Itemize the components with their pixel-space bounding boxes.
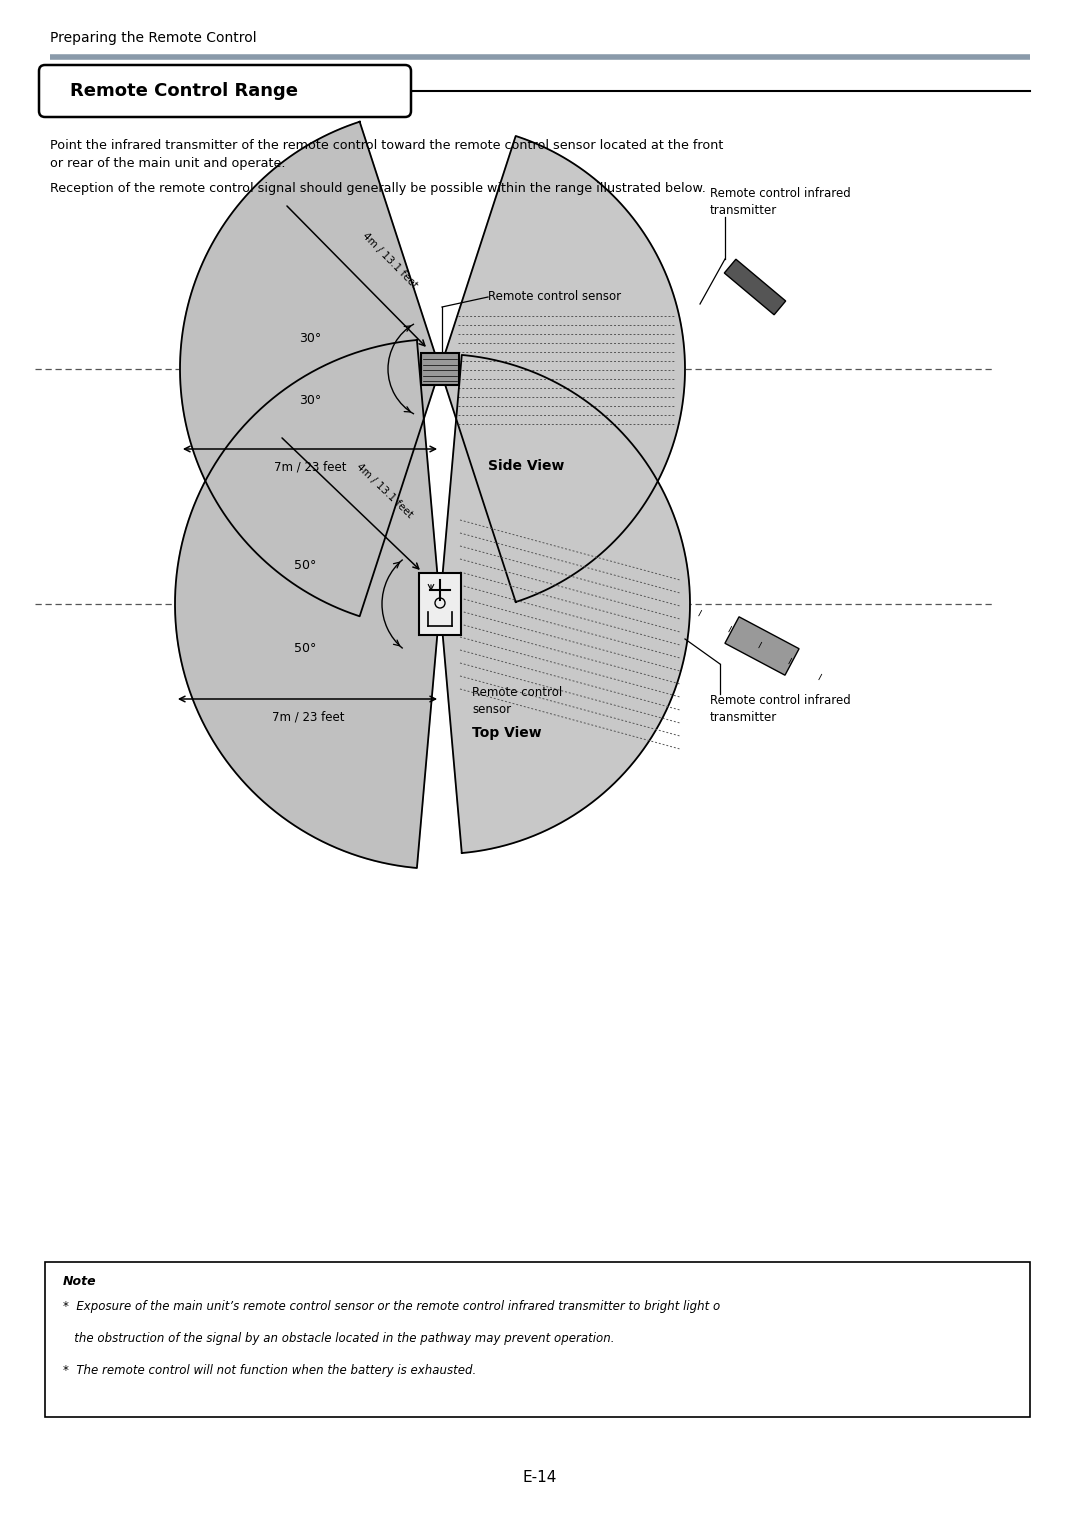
Text: Reception of the remote control signal should generally be possible within the r: Reception of the remote control signal s… [50,182,706,196]
Text: *  Exposure of the main unit’s remote control sensor or the remote control infra: * Exposure of the main unit’s remote con… [63,1300,720,1313]
Text: 4m / 13.1 feet: 4m / 13.1 feet [354,462,415,520]
Polygon shape [725,616,799,676]
Bar [419,573,461,635]
Text: *  The remote control will not function when the battery is exhausted.: * The remote control will not function w… [63,1364,476,1378]
Polygon shape [440,355,690,853]
Text: Preparing the Remote Control: Preparing the Remote Control [50,31,257,44]
Text: 30°: 30° [299,332,321,346]
Text: E-14: E-14 [523,1469,557,1485]
Text: Side View: Side View [488,459,565,472]
Text: Top View: Top View [472,726,542,740]
FancyBboxPatch shape [39,66,411,118]
Text: Note: Note [63,1275,96,1287]
Text: 50°: 50° [294,560,316,572]
Text: Remote control infrared
transmitter: Remote control infrared transmitter [710,694,851,725]
Polygon shape [725,260,785,315]
Text: Point the infrared transmitter of the remote control toward the remote control s: Point the infrared transmitter of the re… [50,139,724,171]
Text: Remote Control Range: Remote Control Range [70,83,298,99]
Text: Remote control infrared
transmitter: Remote control infrared transmitter [710,187,851,217]
Text: Remote control
sensor: Remote control sensor [472,687,563,716]
Text: 30°: 30° [299,394,321,408]
Bar [421,353,459,385]
Polygon shape [175,339,440,868]
Polygon shape [180,122,440,616]
Text: 4m / 13.1 feet: 4m / 13.1 feet [361,231,419,291]
Bar [45,1261,1030,1417]
Text: 7m / 23 feet: 7m / 23 feet [272,711,345,725]
Text: the obstruction of the signal by an obstacle located in the pathway may prevent : the obstruction of the signal by an obst… [63,1332,615,1346]
Text: 7m / 23 feet: 7m / 23 feet [273,462,347,474]
Text: Remote control sensor: Remote control sensor [488,291,621,303]
Text: 50°: 50° [294,642,316,656]
Polygon shape [440,136,685,602]
